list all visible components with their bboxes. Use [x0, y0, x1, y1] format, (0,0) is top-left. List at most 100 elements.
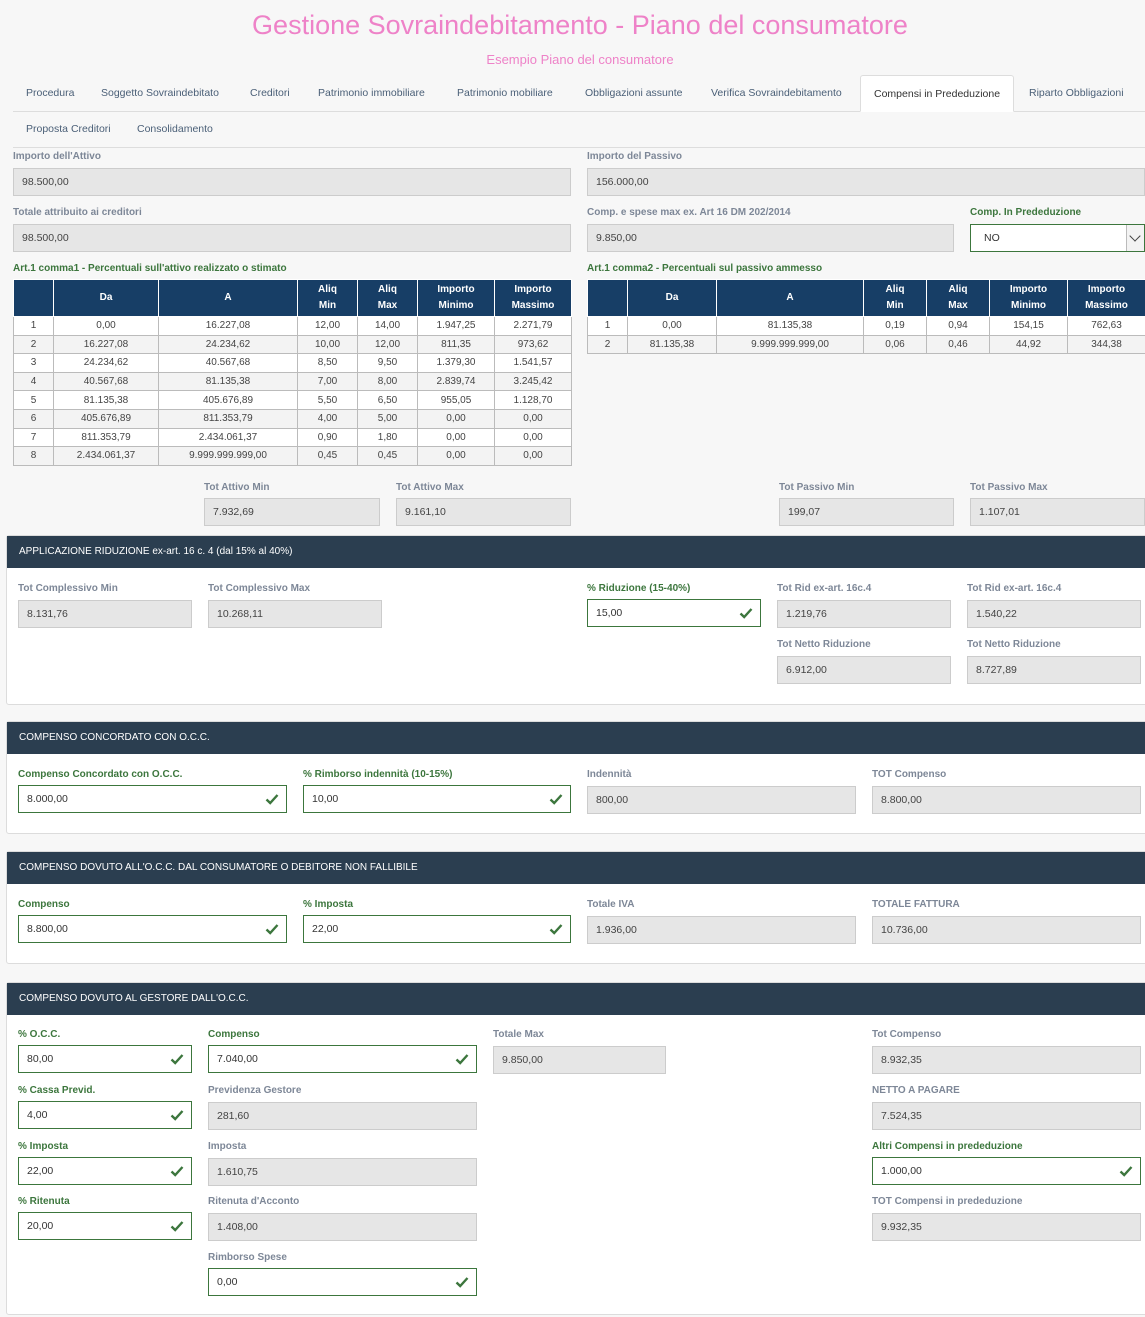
- table-cell: 4: [13, 371, 54, 392]
- rimborso-spese-input[interactable]: 0,00: [208, 1268, 477, 1296]
- tab-verifica-sovraindebitamento[interactable]: Verifica Sovraindebitamento: [711, 87, 842, 99]
- tab-riparto-obbligazioni[interactable]: Riparto Obbligazioni: [1029, 87, 1124, 99]
- totale-iva-label: Totale IVA: [587, 899, 635, 910]
- rimborso-indennita-label: % Rimborso indennità (10-15%): [303, 769, 453, 780]
- tot-complessivo-max-field: 10.268,11: [208, 600, 382, 628]
- table-cell: 40.567,68: [53, 371, 159, 392]
- tab-obbligazioni-assunte[interactable]: Obbligazioni assunte: [585, 87, 683, 99]
- tab-creditori[interactable]: Creditori: [250, 87, 290, 99]
- table-cell: 9.999.999.999,00: [158, 446, 298, 466]
- table-cell: 0,06: [863, 334, 927, 355]
- table-cell: 0,19: [863, 316, 927, 336]
- table-cell: 81.135,38: [716, 316, 864, 336]
- tot-passivo-min-label: Tot Passivo Min: [779, 482, 855, 493]
- tabs-divider: [13, 111, 1145, 112]
- table-row: 8 2.434.061,37 9.999.999.999,00 0,45 0,45 0,0…: [13, 446, 572, 466]
- tab-compensi-in-prededuzione[interactable]: Compensi in Prededuzione: [860, 75, 1015, 112]
- table-cell: 0,00: [417, 446, 495, 466]
- cassa-previd-value: 4,00: [27, 1109, 48, 1121]
- tot-attivo-min-field: 7.932,69: [204, 498, 380, 526]
- table-cell: 44,92: [989, 334, 1068, 355]
- column-header: Importo Massimo: [1067, 279, 1145, 317]
- tab-procedura[interactable]: Procedura: [26, 87, 75, 99]
- table-cell: 8,50: [297, 353, 358, 373]
- table-cell: 1: [587, 316, 628, 336]
- perc-ritenuta-label: % Ritenuta: [18, 1196, 70, 1207]
- imposta-gestore-field: 1.610,75: [208, 1158, 477, 1186]
- table-cell: 973,62: [494, 334, 572, 355]
- perc-riduzione-value: 15,00: [596, 607, 623, 619]
- tot-netto-max-field: 8.727,89: [967, 656, 1141, 684]
- check-icon: [170, 1166, 184, 1177]
- table-row: 4 40.567,68 81.135,38 7,00 8,00 2.839,74 3.245…: [13, 371, 572, 392]
- perc-riduzione-label: % Riduzione (15-40%): [587, 583, 691, 594]
- tabs-divider-2: [13, 147, 1145, 148]
- table-cell: 12,00: [357, 334, 418, 355]
- tot-attivo-max-label: Tot Attivo Max: [396, 482, 464, 493]
- table1-caption: Art.1 comma1 - Percentuali sull'attivo r…: [13, 263, 287, 274]
- tot-rid-min-label: Tot Rid ex-art. 16c.4: [777, 583, 872, 594]
- compenso-gestore-value: 7.040,00: [217, 1053, 258, 1065]
- table-cell: 0,94: [926, 316, 990, 336]
- rimborso-spese-label: Rimborso Spese: [208, 1252, 287, 1263]
- compenso-gestore-input[interactable]: 7.040,00: [208, 1045, 477, 1073]
- table-cell: 8: [13, 446, 54, 466]
- table-cell: 9,50: [357, 353, 418, 373]
- tab-consolidamento[interactable]: Consolidamento: [137, 123, 213, 135]
- tab-soggetto-sovraindebitato[interactable]: Soggetto Sovraindebitato: [101, 87, 219, 99]
- compenso-dovuto-value: 8.800,00: [27, 923, 68, 935]
- cassa-previd-label: % Cassa Previd.: [18, 1085, 96, 1096]
- table-cell: 12,00: [297, 316, 358, 336]
- tot-rid-max-label: Tot Rid ex-art. 16c.4: [967, 583, 1062, 594]
- table-row: 7 811.353,79 2.434.061,37 0,90 1,80 0,00 0,00: [13, 427, 572, 448]
- tot-compenso-label: TOT Compenso: [872, 769, 947, 780]
- compenso-concordato-label: Compenso Concordato con O.C.C.: [18, 769, 183, 780]
- table-cell: 0,00: [417, 408, 495, 429]
- table-cell: 1,80: [357, 427, 418, 448]
- table-cell: 9.999.999.999,00: [716, 334, 864, 355]
- previdenza-gestore-field: 281,60: [208, 1102, 477, 1130]
- page-subtitle: Esempio Piano del consumatore: [486, 52, 674, 67]
- column-header: Da: [53, 279, 159, 317]
- riduzione-heading: APPLICAZIONE RIDUZIONE ex-art. 16 c. 4 (…: [7, 536, 1145, 568]
- tab-patrimonio-mobiliare[interactable]: Patrimonio mobiliare: [457, 87, 553, 99]
- perc-ritenuta-input[interactable]: 20,00: [18, 1212, 192, 1240]
- altri-compensi-value: 1.000,00: [881, 1165, 922, 1177]
- gestore-panel: COMPENSO DOVUTO AL GESTORE DALL'O.C.C.: [6, 982, 1145, 1315]
- imposta-dovuto-input[interactable]: 22,00: [303, 915, 571, 943]
- tab-patrimonio-immobiliare[interactable]: Patrimonio immobiliare: [318, 87, 425, 99]
- compenso-concordato-input[interactable]: 8.000,00: [18, 785, 287, 813]
- tot-compenso-gestore-label: Tot Compenso: [872, 1029, 942, 1040]
- totale-iva-field: 1.936,00: [587, 916, 856, 944]
- column-header: Aliq Min: [863, 279, 927, 317]
- chevron-down-icon[interactable]: [1126, 225, 1144, 251]
- table-cell: 1: [13, 316, 54, 336]
- perc-riduzione-input[interactable]: 15,00: [587, 599, 761, 627]
- check-icon: [170, 1054, 184, 1065]
- table-cell: 2.434.061,37: [53, 446, 159, 466]
- perc-imposta-value: 22,00: [27, 1165, 54, 1177]
- tot-netto-min-field: 6.912,00: [777, 656, 951, 684]
- table-cell: 6,50: [357, 390, 418, 410]
- compenso-gestore-label: Compenso: [208, 1029, 260, 1040]
- column-header: Da: [627, 279, 717, 317]
- table-cell: 0,00: [494, 408, 572, 429]
- table-cell: 0,00: [627, 316, 717, 336]
- perc-occ-input[interactable]: 80,00: [18, 1045, 192, 1073]
- table-cell: 3: [13, 353, 54, 373]
- table-cell: 14,00: [357, 316, 418, 336]
- tab-proposta-creditori[interactable]: Proposta Creditori: [26, 123, 111, 135]
- column-header: Importo Minimo: [417, 279, 495, 317]
- table-cell: 955,05: [417, 390, 495, 410]
- table-cell: 6: [13, 408, 54, 429]
- rimborso-indennita-input[interactable]: 10,00: [303, 785, 571, 813]
- cassa-previd-input[interactable]: 4,00: [18, 1101, 192, 1129]
- rimborso-indennita-value: 10,00: [312, 793, 339, 805]
- comp-prededuzione-select[interactable]: NO: [970, 224, 1145, 252]
- table-cell: 81.135,38: [627, 334, 717, 355]
- perc-imposta-input[interactable]: 22,00: [18, 1157, 192, 1185]
- perc-occ-label: % O.C.C.: [18, 1029, 61, 1040]
- compenso-dovuto-input[interactable]: 8.800,00: [18, 915, 287, 943]
- table-cell: 2.839,74: [417, 371, 495, 392]
- altri-compensi-input[interactable]: 1.000,00: [872, 1157, 1141, 1185]
